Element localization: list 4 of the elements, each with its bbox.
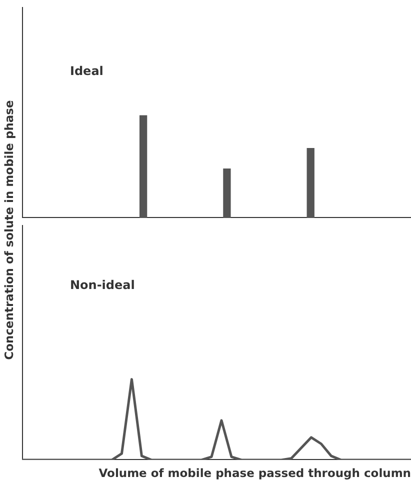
y-axis-title: Concentration of solute in mobile phase bbox=[2, 100, 16, 360]
chart-title: Non-ideal bbox=[70, 278, 135, 292]
x-axis-title: Volume of mobile phase passed through column bbox=[98, 466, 411, 480]
chart-title: Ideal bbox=[70, 64, 104, 78]
